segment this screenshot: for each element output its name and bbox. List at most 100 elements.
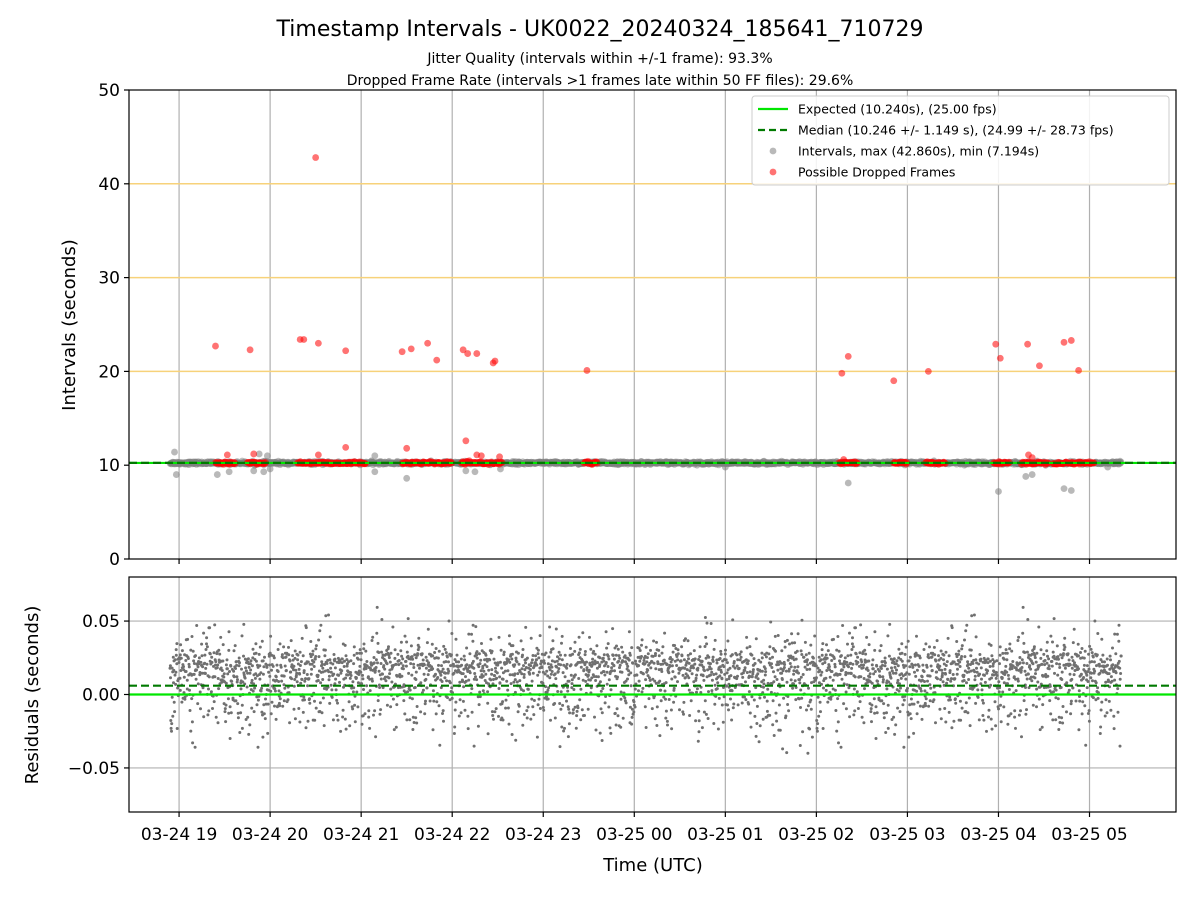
y-tick-label: 30 — [98, 269, 120, 289]
residual-point — [244, 666, 248, 670]
residual-point — [563, 653, 567, 657]
residual-point — [329, 683, 333, 687]
residual-point — [410, 655, 414, 659]
residual-point — [296, 653, 300, 657]
residual-point — [481, 674, 485, 678]
residual-point — [373, 668, 377, 672]
residual-point — [219, 666, 223, 670]
residual-point — [556, 690, 560, 693]
residual-point — [563, 726, 566, 730]
residual-point — [217, 658, 221, 662]
residual-point — [214, 663, 217, 667]
residual-point — [560, 641, 563, 645]
dropped-frame-outlier-point — [496, 453, 503, 461]
residual-point — [362, 647, 366, 651]
residual-point — [550, 665, 554, 669]
residual-point — [415, 721, 419, 725]
residual-point — [513, 672, 517, 676]
residual-point — [235, 663, 239, 667]
residual-point — [484, 653, 488, 657]
residual-point — [437, 704, 441, 708]
residual-point — [625, 662, 629, 666]
interval-outlier-point — [995, 488, 1002, 495]
residual-point — [399, 649, 403, 653]
residual-point — [492, 717, 495, 721]
residual-point — [303, 679, 307, 683]
residual-point — [486, 690, 490, 694]
residual-point — [196, 682, 200, 686]
residual-point — [645, 656, 649, 660]
residual-point — [565, 666, 569, 670]
residual-point — [243, 676, 247, 680]
bottom-plot-area — [129, 577, 1176, 812]
residual-point — [455, 653, 459, 657]
residual-point — [235, 680, 239, 684]
residual-point — [401, 664, 405, 668]
residual-point — [659, 688, 663, 692]
residual-point — [242, 622, 246, 626]
residual-point — [434, 672, 437, 676]
residual-point — [665, 719, 669, 723]
residual-point — [576, 706, 580, 710]
residual-point — [491, 678, 495, 681]
dropped-frame-outlier-point — [840, 456, 848, 463]
residual-point — [680, 654, 684, 658]
legend-intervals-swatch — [769, 147, 777, 155]
residual-point — [229, 711, 233, 715]
residual-point — [571, 708, 575, 712]
residual-point — [321, 696, 325, 700]
residual-point — [439, 686, 443, 690]
residual-point — [318, 701, 322, 705]
residual-point — [563, 675, 567, 679]
residual-point — [175, 642, 179, 646]
residual-point — [654, 667, 658, 671]
residual-point — [477, 703, 481, 707]
residual-point — [581, 678, 585, 682]
residual-point — [610, 669, 614, 673]
top-plot-frame — [128, 89, 1177, 560]
residual-point — [626, 664, 630, 668]
residual-point — [612, 664, 616, 668]
residual-point — [659, 699, 663, 703]
residual-point — [320, 662, 324, 666]
residual-point — [549, 718, 552, 722]
residual-point — [368, 726, 372, 730]
residual-point — [342, 665, 346, 668]
residual-point — [548, 676, 552, 680]
residual-point — [467, 678, 471, 682]
residual-point — [549, 650, 553, 654]
residual-point — [473, 672, 477, 675]
residual-point — [648, 678, 652, 682]
residual-point — [570, 682, 574, 686]
residual-point — [374, 735, 378, 739]
residual-point — [531, 705, 535, 709]
residual-point — [638, 649, 642, 652]
residual-point — [174, 648, 178, 652]
residual-point — [344, 676, 348, 680]
residual-point — [632, 710, 636, 714]
residual-point — [522, 689, 525, 693]
residual-point — [567, 707, 571, 711]
residual-point — [525, 709, 529, 713]
residual-point — [356, 705, 360, 709]
residual-point — [506, 669, 510, 673]
residual-point — [365, 684, 369, 688]
residual-point — [419, 681, 423, 685]
residual-point — [427, 661, 431, 665]
residual-point — [567, 722, 571, 726]
residual-point — [537, 670, 541, 674]
residual-point — [349, 674, 353, 677]
residual-point — [388, 660, 392, 664]
residual-point — [670, 664, 674, 668]
residual-point — [336, 718, 340, 722]
residual-point — [399, 661, 403, 665]
residual-point — [370, 639, 374, 642]
residual-point — [316, 673, 320, 677]
residual-point — [391, 697, 395, 701]
residual-point — [273, 704, 276, 708]
residual-point — [519, 639, 523, 643]
residual-point — [378, 712, 382, 716]
residual-point — [258, 664, 262, 668]
residual-point — [616, 714, 620, 718]
